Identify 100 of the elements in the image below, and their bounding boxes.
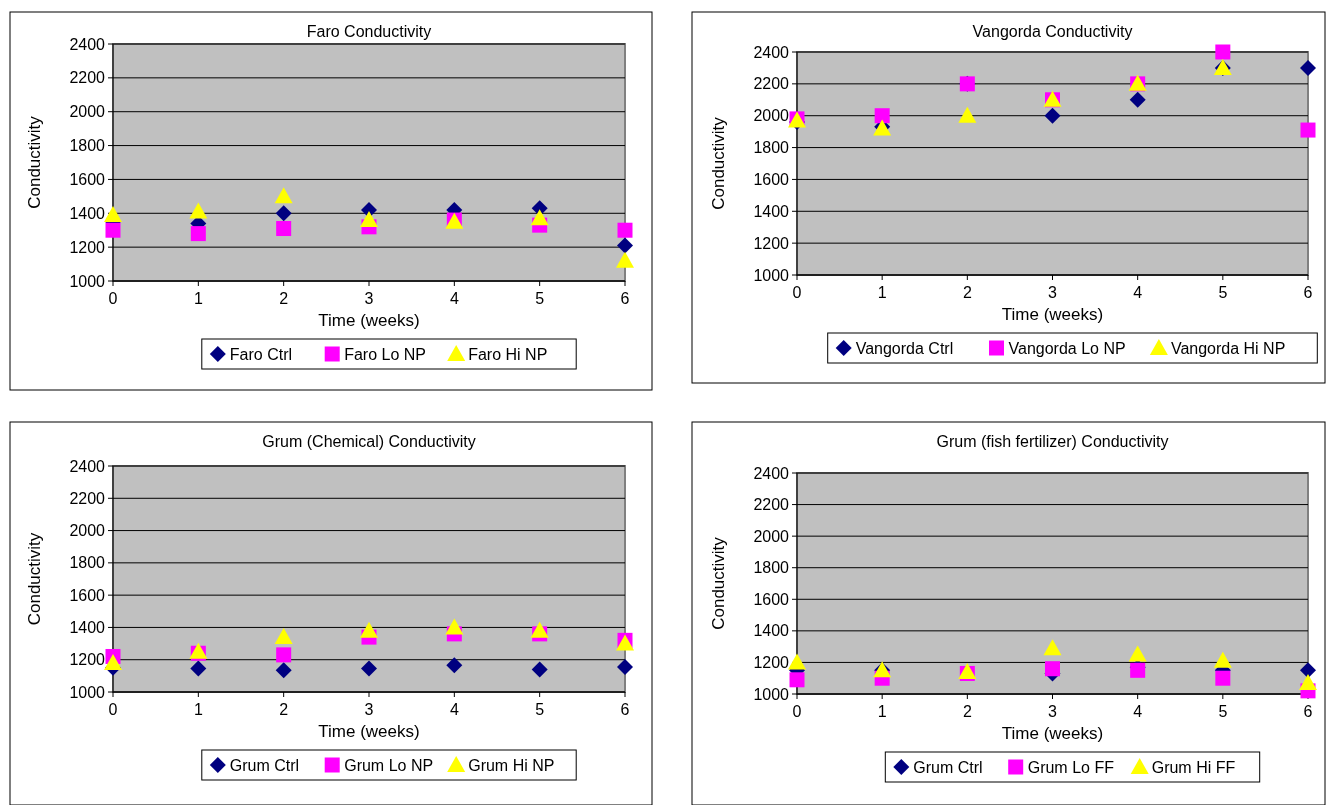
x-axis-title: Time (weeks) (1001, 724, 1104, 743)
point (617, 237, 633, 254)
point (530, 209, 549, 226)
point (617, 658, 633, 675)
x-tick-label: 3 (364, 701, 374, 718)
x-tick-label: 5 (535, 701, 545, 718)
x-tick-label: 1 (877, 284, 887, 301)
x-tick-label: 3 (1048, 703, 1058, 720)
y-tick-label: 1800 (69, 554, 106, 572)
y-tick-label: 1200 (69, 651, 106, 669)
x-tick-label: 0 (108, 701, 118, 718)
y-tick-label: 2400 (753, 464, 790, 482)
legend-label: Grum Ctrl (913, 758, 983, 776)
x-tick-label: 0 (792, 703, 802, 720)
x-axis-title: Time (weeks) (1001, 305, 1104, 324)
x-tick-label: 5 (1218, 703, 1228, 720)
legend-label: Grum Lo NP (344, 756, 434, 774)
point (446, 657, 463, 674)
point (530, 621, 549, 638)
legend-label: Faro Lo NP (344, 345, 427, 363)
y-tick-label: 2200 (69, 489, 106, 507)
y-tick-label: 1800 (753, 139, 790, 157)
x-tick-label: 6 (620, 701, 630, 718)
x-tick-label: 1 (193, 290, 203, 307)
point (1300, 59, 1316, 76)
legend-label: Grum Lo FF (1027, 758, 1115, 776)
point (958, 106, 977, 123)
x-tick-label: 4 (1133, 703, 1143, 720)
point (189, 202, 208, 219)
point (274, 187, 293, 204)
y-tick-label: 1400 (753, 202, 790, 220)
point (275, 662, 292, 679)
legend-label: Vangorda Lo NP (1008, 339, 1126, 357)
y-tick-label: 1000 (753, 266, 790, 284)
point (360, 621, 378, 638)
x-tick-label: 5 (1218, 284, 1228, 301)
x-tick-label: 4 (449, 290, 459, 307)
point (190, 660, 207, 677)
y-axis-title: Conductivity (25, 115, 44, 209)
y-tick-label: 1200 (753, 654, 790, 672)
y-tick-label: 2400 (69, 457, 106, 475)
point (1215, 44, 1231, 60)
y-tick-label: 1000 (69, 683, 106, 701)
y-tick-label: 1200 (753, 234, 790, 252)
point (1129, 91, 1146, 108)
y-tick-label: 1600 (753, 171, 790, 189)
y-tick-label: 2000 (69, 103, 106, 121)
point (445, 618, 464, 635)
legend-label: Grum Hi NP (468, 756, 555, 774)
y-tick-label: 2200 (69, 69, 106, 87)
y-tick-label: 1600 (69, 171, 106, 189)
legend-label: Vangorda Ctrl (855, 339, 954, 357)
y-tick-label: 1600 (753, 590, 790, 608)
x-axis-title: Time (weeks) (318, 722, 420, 741)
point (361, 660, 377, 677)
x-tick-label: 1 (877, 703, 887, 720)
y-tick-label: 1000 (69, 272, 106, 290)
x-tick-label: 3 (364, 290, 374, 307)
chart-title: Grum (fish fertilizer) Conductivity (936, 433, 1169, 450)
legend-label: Grum Ctrl (229, 756, 300, 774)
x-tick-label: 6 (1303, 703, 1313, 720)
point (275, 205, 292, 222)
x-tick-label: 6 (1303, 284, 1313, 301)
x-tick-label: 0 (792, 284, 802, 301)
point (104, 653, 122, 670)
x-tick-label: 5 (535, 290, 545, 307)
point (105, 222, 121, 238)
x-tick-label: 1 (193, 701, 203, 718)
x-tick-label: 2 (962, 703, 972, 720)
point (276, 647, 292, 663)
x-tick-label: 4 (1133, 284, 1143, 301)
y-tick-label: 2200 (753, 75, 790, 93)
point (531, 661, 548, 678)
chart-title: Grum (Chemical) Conductivity (262, 433, 476, 450)
legend-label: Faro Hi NP (468, 345, 548, 363)
y-axis-title: Conductivity (709, 536, 728, 630)
point (617, 222, 633, 238)
y-tick-label: 2400 (69, 35, 106, 53)
y-tick-label: 2000 (69, 522, 106, 540)
legend-label: Grum Hi FF (1151, 758, 1236, 776)
y-tick-label: 1400 (69, 619, 106, 637)
x-tick-label: 3 (1048, 284, 1058, 301)
point (104, 205, 122, 222)
chart-title: Faro Conductivity (306, 23, 432, 40)
y-tick-label: 2400 (753, 43, 790, 61)
legend-label: Vangorda Hi NP (1170, 339, 1286, 357)
y-tick-label: 1400 (753, 622, 790, 640)
point (874, 108, 890, 124)
legend-label: Faro Ctrl (229, 345, 293, 363)
y-tick-label: 1200 (69, 238, 106, 256)
chart-title: Vangorda Conductivity (972, 23, 1133, 40)
y-tick-label: 1600 (69, 586, 106, 604)
x-tick-label: 0 (108, 290, 118, 307)
y-tick-label: 2000 (753, 527, 790, 545)
point (1300, 122, 1316, 138)
y-tick-label: 1000 (753, 685, 790, 703)
x-tick-label: 2 (962, 284, 972, 301)
y-tick-label: 1400 (69, 204, 106, 222)
x-tick-label: 2 (279, 290, 289, 307)
y-tick-label: 1800 (753, 559, 790, 577)
